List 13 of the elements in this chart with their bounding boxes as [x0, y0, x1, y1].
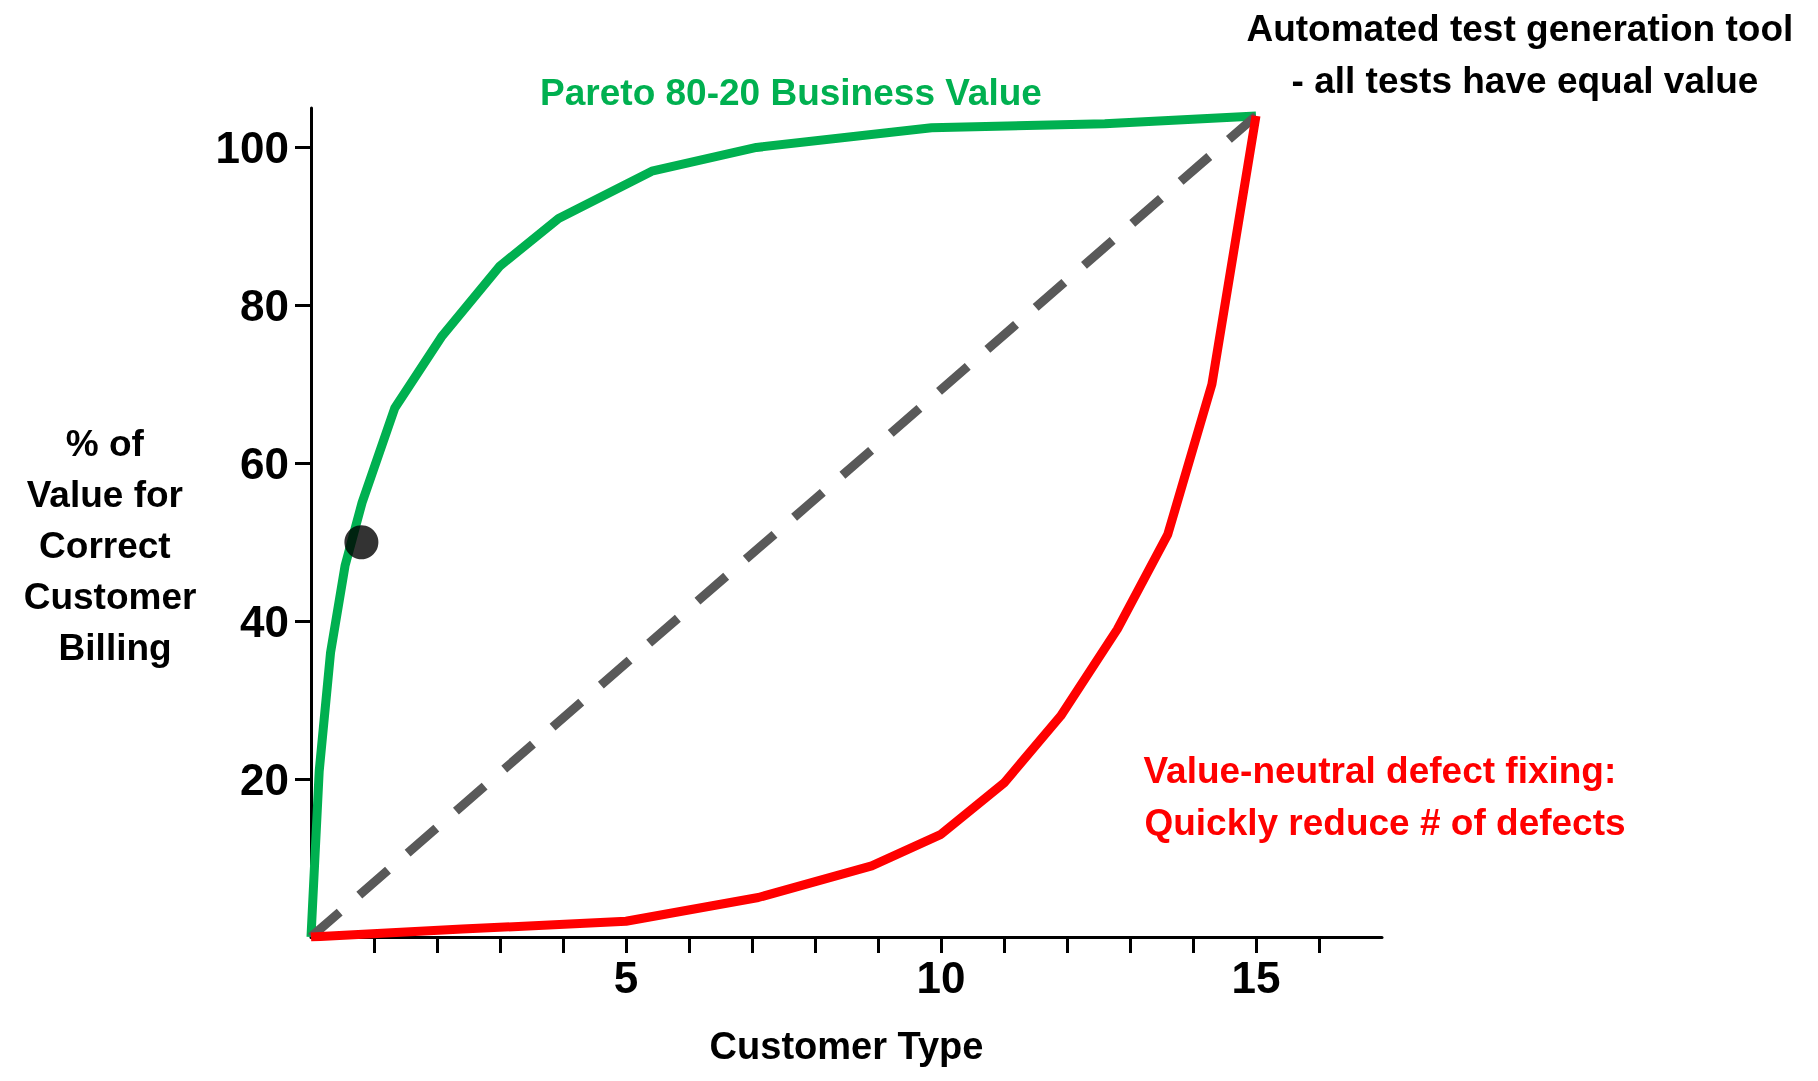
text: Value-neutral defect fixing: Quickly reduce # of defects	[1143, 749, 1627, 843]
series-label: Pareto 80-20 Business Value	[540, 71, 1042, 113]
y-tick-label: 40	[240, 596, 289, 646]
y-tick-label: 80	[240, 280, 289, 330]
x-axis-title: Customer Type	[709, 1025, 984, 1067]
y-tick-label: 100	[215, 122, 289, 172]
y-tick-label: 60	[240, 438, 289, 488]
series-label: Automated test generation tool - all tests have equal value	[1246, 7, 1804, 101]
y-tick-label: 20	[240, 754, 289, 804]
y-axis-title: % of Value for Correct Customer Billing	[23, 423, 197, 668]
x-tick-label: 15	[1231, 952, 1281, 1002]
x-tick-label: 10	[916, 952, 966, 1002]
x-tick-label: 5	[613, 952, 639, 1002]
